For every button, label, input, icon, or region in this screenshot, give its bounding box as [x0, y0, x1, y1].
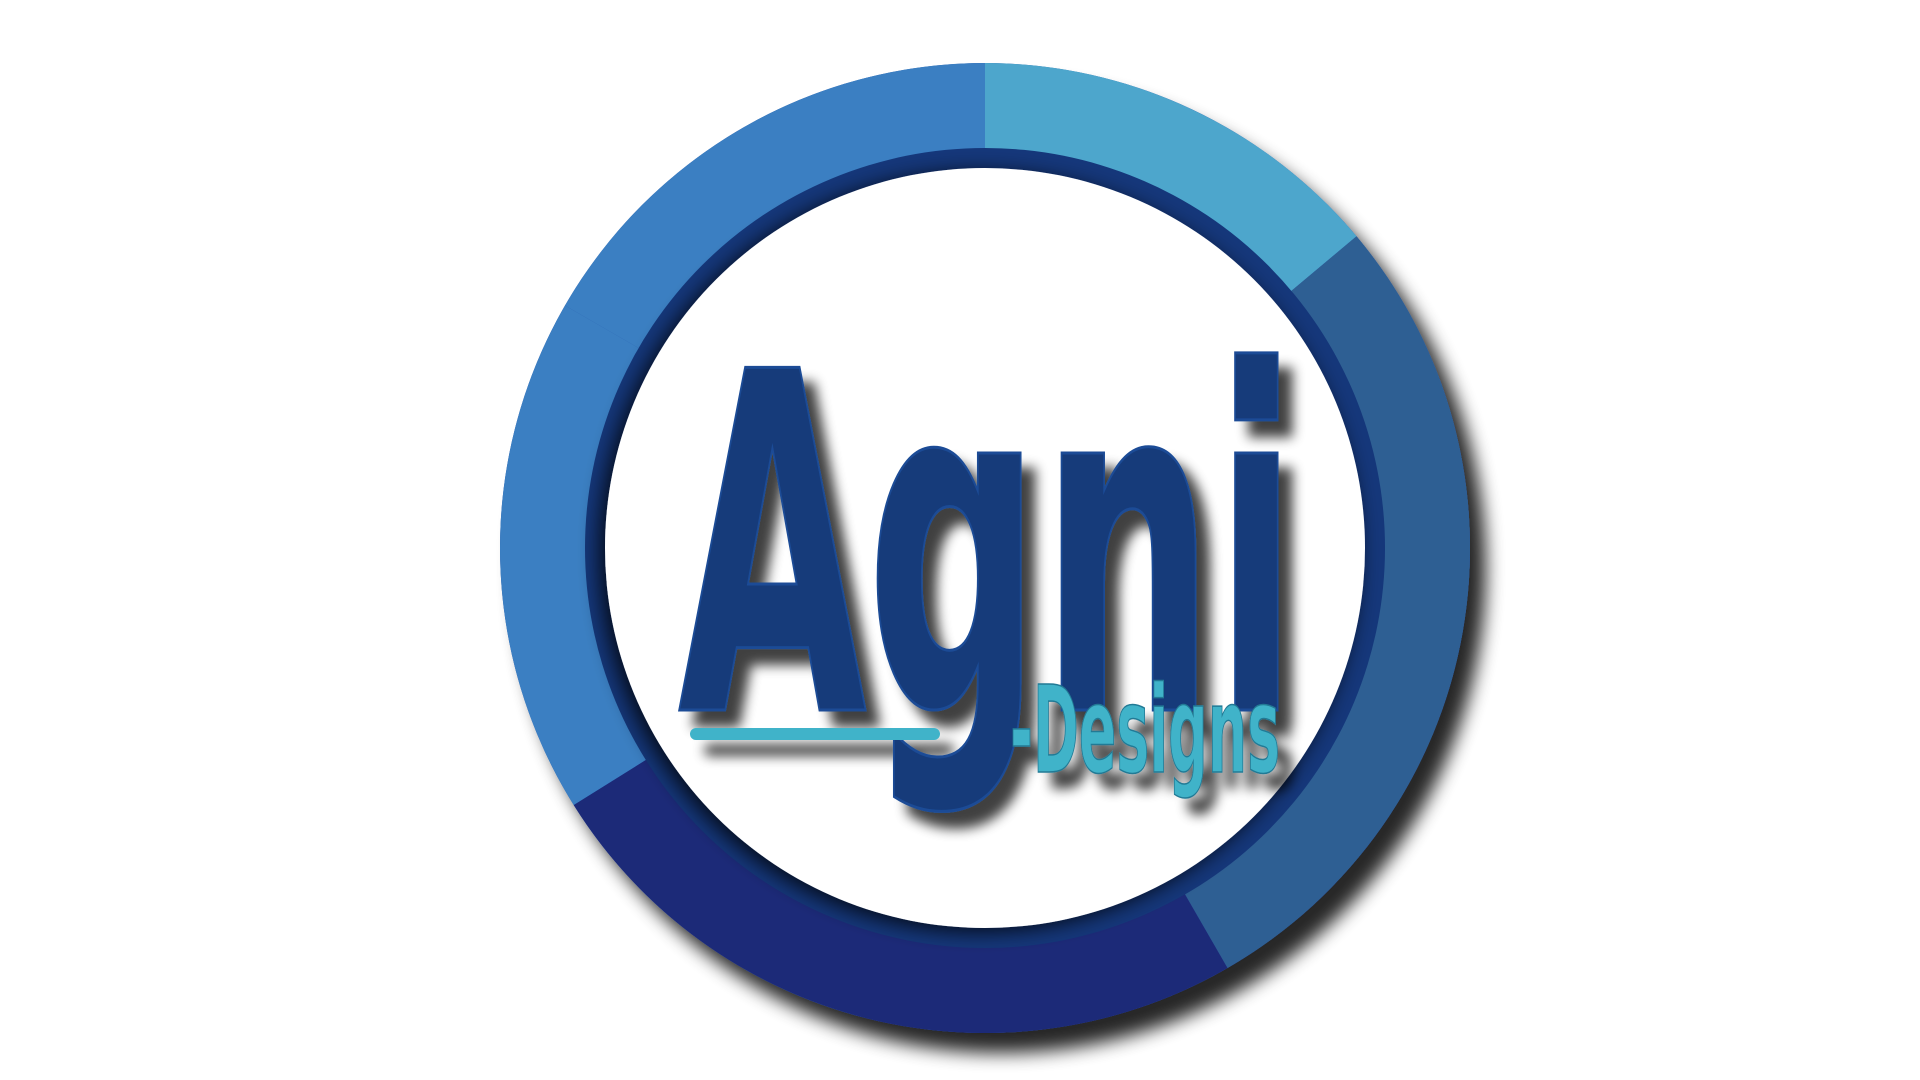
wordmark-underline	[690, 728, 940, 740]
brand-tagline: -Designs	[1010, 662, 1280, 801]
wordmark-group: Agni -Designs	[677, 273, 1300, 823]
